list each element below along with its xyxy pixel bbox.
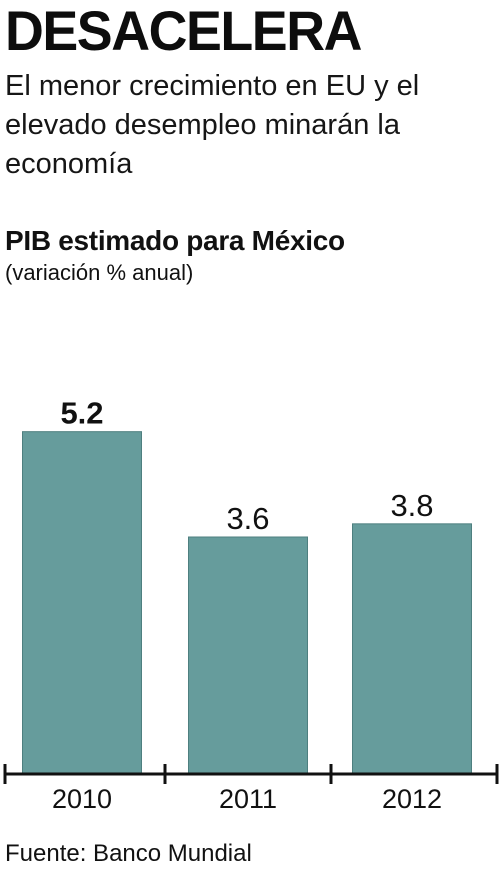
bars-group	[22, 431, 472, 775]
source-note: Fuente: Banco Mundial	[5, 840, 252, 867]
data-label-2012: 3.8	[390, 488, 433, 523]
chart-title: PIB estimado para México	[5, 225, 345, 256]
data-label-2011: 3.6	[226, 501, 269, 536]
x-tick-label-2012: 2012	[382, 784, 442, 814]
bar-2012	[352, 523, 472, 775]
bar-2011	[188, 536, 308, 775]
x-tick-label-2011: 2011	[219, 784, 277, 814]
bar-2010	[22, 431, 142, 775]
x-axis-ticks	[3, 764, 499, 784]
subhead: El menor crecimiento en EU y el elevado …	[5, 70, 420, 180]
x-axis-tick-labels: 2010 2011 2012	[52, 784, 442, 814]
data-labels-group: 5.2 3.6 3.8	[60, 396, 433, 536]
x-tick-label-2010: 2010	[52, 784, 112, 814]
bar-chart: 5.2 3.6 3.8 2010 2011 2012	[3, 396, 499, 814]
data-label-2010: 5.2	[60, 396, 103, 431]
headline: DESACELERA	[5, 0, 362, 62]
chart-subtitle: (variación % anual)	[5, 260, 194, 285]
